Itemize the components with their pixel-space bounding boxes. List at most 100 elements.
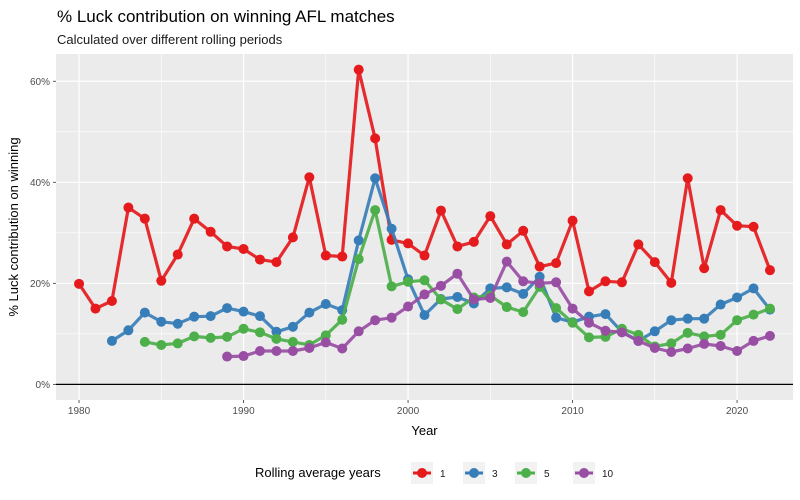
legend-key-1 xyxy=(411,462,433,484)
legend-key-point xyxy=(579,468,589,478)
data-point-5 xyxy=(254,327,265,338)
data-point-1 xyxy=(584,286,595,297)
data-point-5 xyxy=(172,338,183,349)
data-point-5 xyxy=(419,275,430,286)
data-point-10 xyxy=(337,343,348,354)
data-point-3 xyxy=(189,311,200,322)
data-point-3 xyxy=(271,326,282,337)
data-point-3 xyxy=(254,311,265,322)
data-point-10 xyxy=(600,325,611,336)
data-point-10 xyxy=(403,301,414,312)
data-point-10 xyxy=(584,317,595,328)
legend-label-10: 10 xyxy=(602,469,614,480)
data-point-10 xyxy=(287,346,298,357)
data-point-5 xyxy=(518,307,529,318)
data-point-10 xyxy=(551,277,562,288)
data-point-1 xyxy=(649,257,660,268)
data-point-3 xyxy=(304,307,315,318)
data-point-3 xyxy=(682,313,693,324)
data-point-1 xyxy=(156,275,167,286)
data-point-10 xyxy=(666,347,677,358)
data-point-10 xyxy=(435,280,446,291)
data-point-3 xyxy=(320,299,331,310)
data-point-3 xyxy=(518,288,529,299)
data-point-1 xyxy=(666,277,677,288)
chart-title: % Luck contribution on winning AFL match… xyxy=(57,7,395,26)
data-point-10 xyxy=(386,312,397,323)
series-layer xyxy=(74,64,775,362)
data-point-5 xyxy=(748,309,759,320)
data-point-1 xyxy=(501,239,512,250)
data-point-3 xyxy=(386,223,397,234)
y-tick-label: 40% xyxy=(30,178,50,189)
series-1 xyxy=(74,64,775,314)
data-point-10 xyxy=(254,346,265,357)
data-point-1 xyxy=(90,303,101,314)
data-point-1 xyxy=(222,241,233,252)
series-3 xyxy=(106,173,775,346)
data-point-1 xyxy=(682,173,693,184)
data-point-5 xyxy=(435,294,446,305)
data-point-3 xyxy=(222,303,233,314)
data-point-1 xyxy=(304,172,315,183)
data-point-3 xyxy=(699,313,710,324)
y-axis-title: % Luck contribution on winning xyxy=(6,137,21,316)
x-tick-label: 2020 xyxy=(726,406,749,417)
data-point-5 xyxy=(222,331,233,342)
data-point-1 xyxy=(452,241,463,252)
data-point-1 xyxy=(600,276,611,287)
data-point-1 xyxy=(435,205,446,216)
legend-key-point xyxy=(469,468,479,478)
y-tick-label: 60% xyxy=(30,77,50,88)
legend-key-5 xyxy=(515,462,537,484)
data-point-5 xyxy=(156,339,167,350)
data-point-3 xyxy=(452,291,463,302)
data-point-10 xyxy=(715,340,726,351)
data-point-1 xyxy=(567,215,578,226)
legend-label-1: 1 xyxy=(440,469,446,480)
axes: 1980 1990 2000 2010 2020 0% 20% 40% 60% xyxy=(30,77,793,417)
series-10 xyxy=(222,256,775,362)
data-point-1 xyxy=(370,133,381,144)
data-point-10 xyxy=(699,338,710,349)
data-point-1 xyxy=(238,243,249,254)
data-point-3 xyxy=(106,335,117,346)
data-point-10 xyxy=(271,346,282,357)
data-point-1 xyxy=(764,265,775,276)
data-point-5 xyxy=(584,332,595,343)
data-point-10 xyxy=(238,351,249,362)
data-point-10 xyxy=(304,342,315,353)
data-point-3 xyxy=(419,310,430,321)
data-point-1 xyxy=(419,250,430,261)
data-point-5 xyxy=(287,336,298,347)
data-point-1 xyxy=(271,257,282,268)
data-point-1 xyxy=(106,295,117,306)
data-point-10 xyxy=(764,330,775,341)
data-point-3 xyxy=(123,325,134,336)
data-point-3 xyxy=(238,306,249,317)
data-point-3 xyxy=(666,315,677,326)
data-point-1 xyxy=(748,221,759,232)
chart-subtitle: Calculated over different rolling period… xyxy=(57,32,283,47)
data-point-3 xyxy=(600,309,611,320)
data-point-1 xyxy=(353,64,364,75)
data-point-1 xyxy=(699,263,710,274)
data-point-3 xyxy=(287,321,298,332)
data-point-10 xyxy=(468,294,479,305)
data-point-5 xyxy=(189,331,200,342)
data-point-1 xyxy=(485,211,496,222)
data-point-10 xyxy=(518,276,529,287)
data-point-3 xyxy=(205,311,216,322)
legend-label-3: 3 xyxy=(492,469,498,480)
x-tick-label: 2000 xyxy=(397,406,420,417)
data-point-1 xyxy=(534,261,545,272)
data-point-1 xyxy=(551,258,562,269)
data-point-1 xyxy=(337,251,348,262)
data-point-1 xyxy=(320,250,331,261)
legend-label-5: 5 xyxy=(544,469,550,480)
data-point-5 xyxy=(666,338,677,349)
data-point-1 xyxy=(74,278,85,289)
legend-title: Rolling average years xyxy=(255,465,381,480)
data-point-3 xyxy=(501,282,512,293)
